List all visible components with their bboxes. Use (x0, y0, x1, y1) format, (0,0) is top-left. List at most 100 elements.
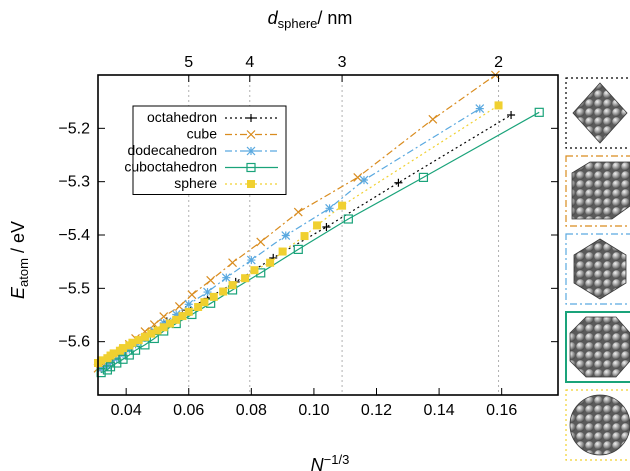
data-point-dodecahedron (124, 345, 134, 355)
data-point-sphere (178, 312, 187, 321)
data-point-sphere (194, 303, 203, 311)
y-tick-label-2: −5.4 (58, 227, 90, 244)
legend-label-sphere: sphere (174, 175, 217, 191)
data-point-sphere (115, 346, 124, 355)
x-axis-superscript: −1/3 (324, 452, 350, 467)
series-layer (93, 70, 544, 378)
legend-marker-sphere (247, 180, 255, 188)
data-point-cube (256, 237, 266, 247)
data-point-cuboctahedron (293, 244, 303, 254)
data-point-sphere (125, 341, 134, 350)
data-point-sphere (241, 274, 250, 283)
data-point-cuboctahedron (418, 172, 429, 182)
data-point-cube (159, 312, 169, 322)
data-point-sphere (165, 319, 174, 328)
legend-marker-dodecahedron (246, 146, 256, 156)
nanoparticle-image-octahedron (572, 82, 628, 144)
data-point-sphere (300, 232, 309, 241)
data-point-sphere (184, 307, 193, 316)
series-sphere (94, 101, 503, 367)
y-axis-subscript: atom (16, 258, 31, 287)
axis-ticks: 0.04 0.06 0.08 0.10 0.12 0.14 0.16 −5.6 −5.5 −5.4… (58, 54, 558, 419)
x-tick-label-4: 0.12 (361, 402, 392, 419)
x-tick-label-1: 0.06 (173, 402, 204, 419)
legend-label-dodecahedron: dodecahedron (127, 142, 217, 158)
thumbnail-cuboctahedron (565, 311, 630, 383)
legend-marker-cube (246, 130, 256, 139)
legend-label-octahedron: octahedron (147, 109, 217, 125)
y-axis-title: Eatom / eV (8, 221, 31, 299)
legend-marker-cuboctahedron (246, 162, 256, 173)
y-tick-label-0: −5.6 (58, 334, 90, 351)
legend-label-cube: cube (187, 126, 218, 142)
nanoparticle-image-cube (571, 161, 630, 220)
shape-thumbnails (565, 77, 630, 461)
data-point-cuboctahedron (96, 368, 106, 378)
data-point-sphere (338, 201, 347, 210)
top-axis-unit: / nm (317, 8, 352, 28)
grid-lines (188, 75, 500, 395)
data-point-dodecahedron (281, 231, 291, 240)
legend-label-cuboctahedron: cuboctahedron (124, 159, 217, 175)
thumbnail-octahedron (565, 77, 630, 149)
data-point-sphere (172, 315, 181, 324)
x-tick-label-3: 0.10 (298, 402, 329, 419)
data-point-sphere (200, 298, 209, 307)
top-axis-subscript: sphere (278, 16, 318, 31)
data-point-dodecahedron (246, 255, 256, 265)
data-point-cuboctahedron (534, 107, 544, 117)
data-point-dodecahedron (171, 310, 181, 319)
data-point-cube (187, 290, 197, 300)
data-point-sphere (153, 326, 162, 335)
thumbnail-cube (565, 155, 630, 227)
data-point-dodecahedron (475, 104, 485, 114)
data-point-cube (293, 207, 303, 217)
data-point-sphere (159, 323, 168, 332)
x-tick-label-6: 0.16 (486, 402, 517, 419)
y-tick-label-1: −5.5 (58, 280, 90, 297)
nanoparticle-image-sphere (569, 394, 630, 456)
top-tick-label-2: 3 (338, 54, 347, 71)
data-point-sphere (103, 354, 112, 363)
data-point-octahedron (507, 111, 516, 119)
x-tick-label-0: 0.04 (111, 402, 142, 419)
legend: octahedroncubedodecahedroncuboctahedrons… (124, 105, 287, 195)
data-point-sphere (147, 329, 156, 338)
data-point-sphere (494, 101, 503, 110)
data-point-sphere (278, 247, 287, 256)
data-point-dodecahedron (184, 299, 194, 309)
thumbnail-dodecahedron (565, 233, 630, 305)
data-point-sphere (250, 266, 259, 275)
x-axis-symbol: N (311, 455, 325, 471)
nanoparticle-image-cuboctahedron (569, 316, 630, 378)
data-point-sphere (209, 292, 218, 301)
data-point-cuboctahedron (102, 365, 112, 375)
x-tick-label-5: 0.14 (424, 402, 455, 419)
top-tick-label-3: 2 (494, 54, 503, 71)
y-tick-label-4: −5.2 (58, 120, 90, 137)
data-point-cuboctahedron (343, 214, 353, 224)
data-point-sphere (228, 281, 237, 290)
data-point-cube (206, 275, 216, 285)
top-axis-title: dsphere/ nm (268, 8, 353, 31)
data-point-cuboctahedron (105, 362, 116, 372)
data-point-dodecahedron (325, 203, 334, 213)
y-axis-unit: / eV (8, 221, 28, 258)
data-point-sphere (134, 336, 143, 345)
data-point-sphere (266, 258, 275, 267)
top-tick-label-1: 4 (245, 54, 254, 71)
data-point-octahedron (394, 178, 403, 187)
data-point-sphere (313, 221, 322, 230)
data-point-dodecahedron (221, 273, 231, 283)
data-point-sphere (219, 287, 228, 296)
legend-marker-octahedron (247, 114, 255, 122)
thumbnail-sphere (565, 389, 630, 461)
data-point-sphere (140, 332, 149, 341)
x-axis-title: N−1/3 (311, 452, 350, 471)
data-point-cube (228, 258, 237, 268)
data-point-dodecahedron (359, 175, 369, 185)
nanoparticle-image-dodecahedron (573, 238, 627, 300)
y-tick-label-3: −5.3 (58, 174, 90, 191)
